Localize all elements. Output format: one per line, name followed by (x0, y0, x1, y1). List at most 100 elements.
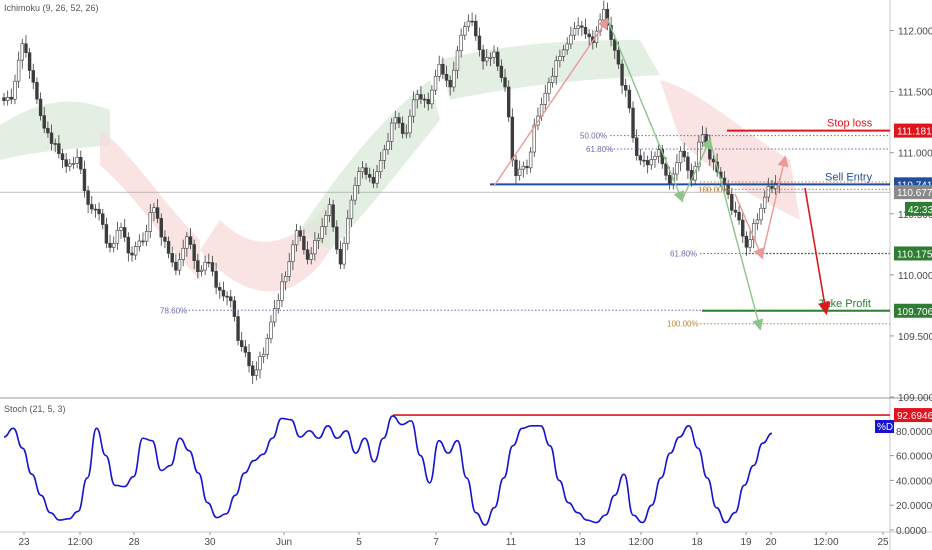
candle-body (631, 107, 635, 139)
candle-body (397, 117, 401, 124)
candle (335, 220, 339, 255)
candle (38, 92, 43, 121)
fib-label: 61.80% (670, 249, 697, 258)
candle-body (364, 167, 368, 175)
candle (737, 205, 741, 225)
pattern-arrow-2 (681, 137, 712, 201)
candle (437, 55, 441, 82)
candle-body (130, 252, 134, 256)
stoch-series-tag (875, 420, 894, 433)
take-profit-label: Take Profit (819, 298, 871, 310)
candle-body (349, 199, 354, 219)
candle (686, 152, 690, 179)
candle-body (580, 25, 584, 28)
candle (313, 231, 317, 261)
candle (218, 282, 222, 299)
candle (148, 204, 152, 239)
candle (265, 333, 270, 360)
candle (631, 101, 635, 143)
candle (225, 291, 229, 306)
price-tag (894, 246, 932, 261)
candle-body (316, 237, 321, 241)
candle (514, 155, 518, 185)
candle (422, 94, 427, 108)
candle-body (163, 236, 167, 242)
candle-body (389, 122, 394, 142)
candle-body (455, 50, 460, 71)
candle-body (218, 287, 222, 291)
candle (57, 135, 61, 159)
candle-body (2, 97, 6, 101)
stoch-series-tag-label: %D (877, 422, 893, 433)
candle (243, 339, 248, 358)
candle (744, 231, 749, 256)
candle-body (90, 204, 94, 210)
candle (378, 151, 383, 179)
candle-body (305, 249, 310, 260)
candle (602, 0, 606, 25)
candle-body (627, 89, 632, 109)
candle-body (561, 49, 566, 57)
candle-body (291, 244, 295, 262)
candle (678, 146, 683, 172)
candle-body (419, 94, 423, 100)
candle (517, 160, 522, 181)
candle-body (276, 299, 280, 309)
candle-body (638, 155, 643, 161)
candle-body (38, 98, 43, 116)
candle (499, 59, 504, 83)
candle (112, 236, 116, 253)
candle-body (393, 117, 398, 124)
candle (752, 218, 756, 249)
fib-label: 50.00% (580, 132, 607, 141)
candle-body (466, 20, 471, 27)
candle (24, 35, 28, 58)
candle (411, 91, 416, 123)
candle-body (463, 26, 467, 36)
candle-body (572, 28, 577, 36)
x-tick-label: 5 (356, 537, 362, 548)
candle (656, 143, 661, 164)
candle-body (119, 227, 123, 231)
candle (528, 147, 533, 173)
candle-body (313, 240, 317, 255)
candle-body (221, 289, 226, 297)
candle-body (210, 262, 215, 272)
candle (444, 65, 449, 88)
candle-body (283, 276, 288, 283)
candle (368, 167, 372, 183)
candle-body (697, 141, 701, 167)
stop-loss-label: Stop loss (827, 118, 873, 130)
candle (371, 168, 376, 189)
candle (46, 121, 50, 138)
candle-body (492, 51, 496, 58)
candle (536, 107, 540, 130)
candle-body (755, 219, 760, 224)
candle (141, 232, 145, 247)
candle (364, 162, 368, 180)
candle (31, 63, 35, 90)
candle-body (148, 212, 152, 232)
candle (404, 124, 408, 139)
price-tag-value: 110.677 (897, 188, 932, 199)
candle-body (616, 50, 621, 65)
candle-body (565, 43, 569, 51)
candle (53, 138, 57, 153)
candle (400, 116, 405, 139)
x-tick-label: 28 (128, 537, 140, 548)
candle (272, 300, 277, 327)
stoch-y-tick-label: 20.0000 (896, 501, 932, 512)
candle (240, 331, 244, 352)
candle (762, 190, 767, 214)
candle (572, 21, 577, 41)
candle (199, 265, 204, 277)
y-tick-label: 110.000 (898, 271, 932, 282)
candle (177, 252, 182, 276)
candle-body (400, 122, 405, 134)
candle-body (302, 236, 306, 251)
candle-body (97, 208, 101, 215)
candle-body (214, 271, 218, 288)
candle-body (31, 70, 35, 83)
candle-body (532, 124, 536, 153)
